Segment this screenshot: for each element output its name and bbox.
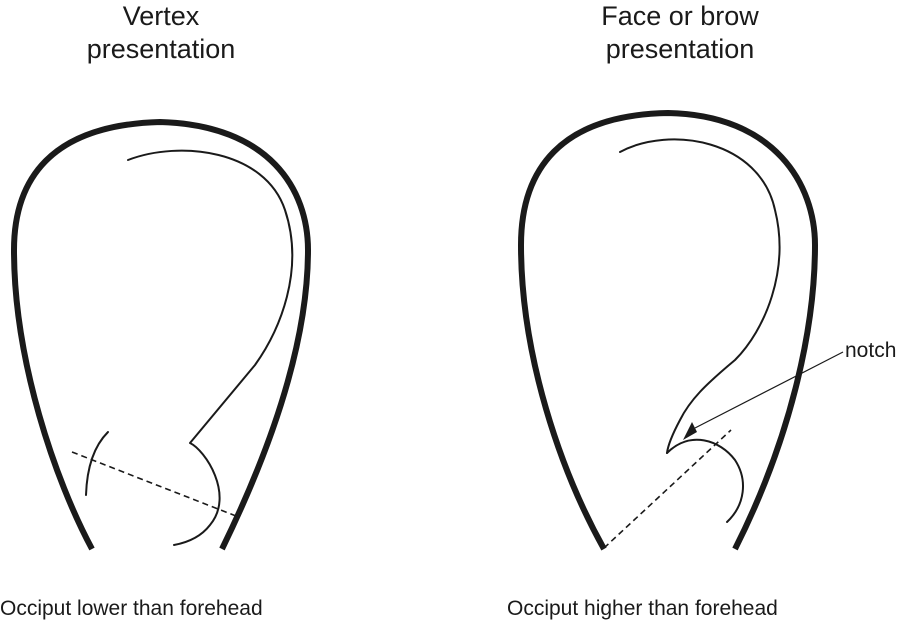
- face-brow-caption: Occiput higher than forehead: [507, 597, 778, 620]
- vertex-face-arc: [85, 431, 109, 496]
- vertex-caption: Occiput lower than forehead: [0, 597, 263, 620]
- face-brow-title-line1: Face or brow: [601, 1, 759, 31]
- notch-pointer-line: [694, 351, 844, 429]
- vertex-title-line2: presentation: [86, 34, 236, 64]
- vertex-panel: [11, 119, 311, 551]
- face-brow-chin-curve: [666, 438, 744, 523]
- notch-label: notch: [845, 339, 897, 362]
- vertex-title: Vertex presentation: [61, 0, 261, 66]
- face-brow-uterus-outline: [518, 110, 818, 551]
- vertex-occiput-forehead-line: [71, 451, 237, 517]
- face-brow-occiput-forehead-line: [603, 429, 732, 549]
- notch-arrow-icon: [683, 422, 697, 440]
- vertex-uterus-outline: [11, 119, 311, 551]
- face-brow-title: Face or brow presentation: [560, 0, 800, 66]
- vertex-head-back-curve: [127, 149, 294, 546]
- vertex-title-line1: Vertex: [122, 1, 200, 31]
- face-brow-title-line2: presentation: [605, 34, 755, 64]
- face-brow-panel: [518, 110, 844, 551]
- face-brow-head-curve: [619, 138, 781, 454]
